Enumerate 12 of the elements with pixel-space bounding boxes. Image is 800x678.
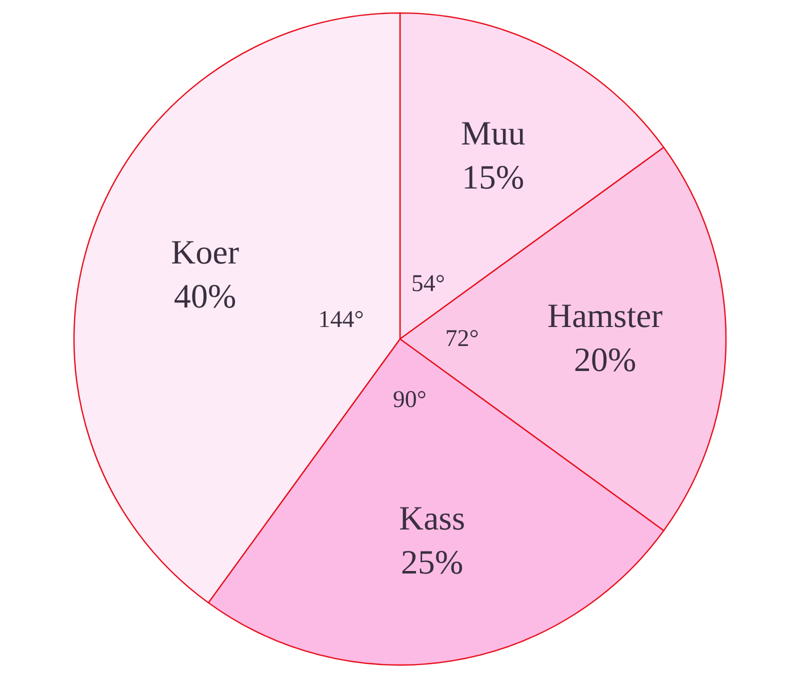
slice-label: Hamster xyxy=(547,298,664,335)
data-label: 20% xyxy=(574,342,636,379)
slice-label: Koer xyxy=(171,234,240,272)
text: 144° xyxy=(318,306,364,333)
text: 54° xyxy=(411,270,445,297)
text: 90° xyxy=(392,387,427,414)
data-label: 15% xyxy=(462,159,524,196)
data-label: 40% xyxy=(174,278,236,316)
text: 72° xyxy=(445,326,479,352)
slice-label: Muu xyxy=(460,115,526,152)
data-label: 25% xyxy=(400,544,464,582)
slice-label: Kass xyxy=(399,500,466,538)
